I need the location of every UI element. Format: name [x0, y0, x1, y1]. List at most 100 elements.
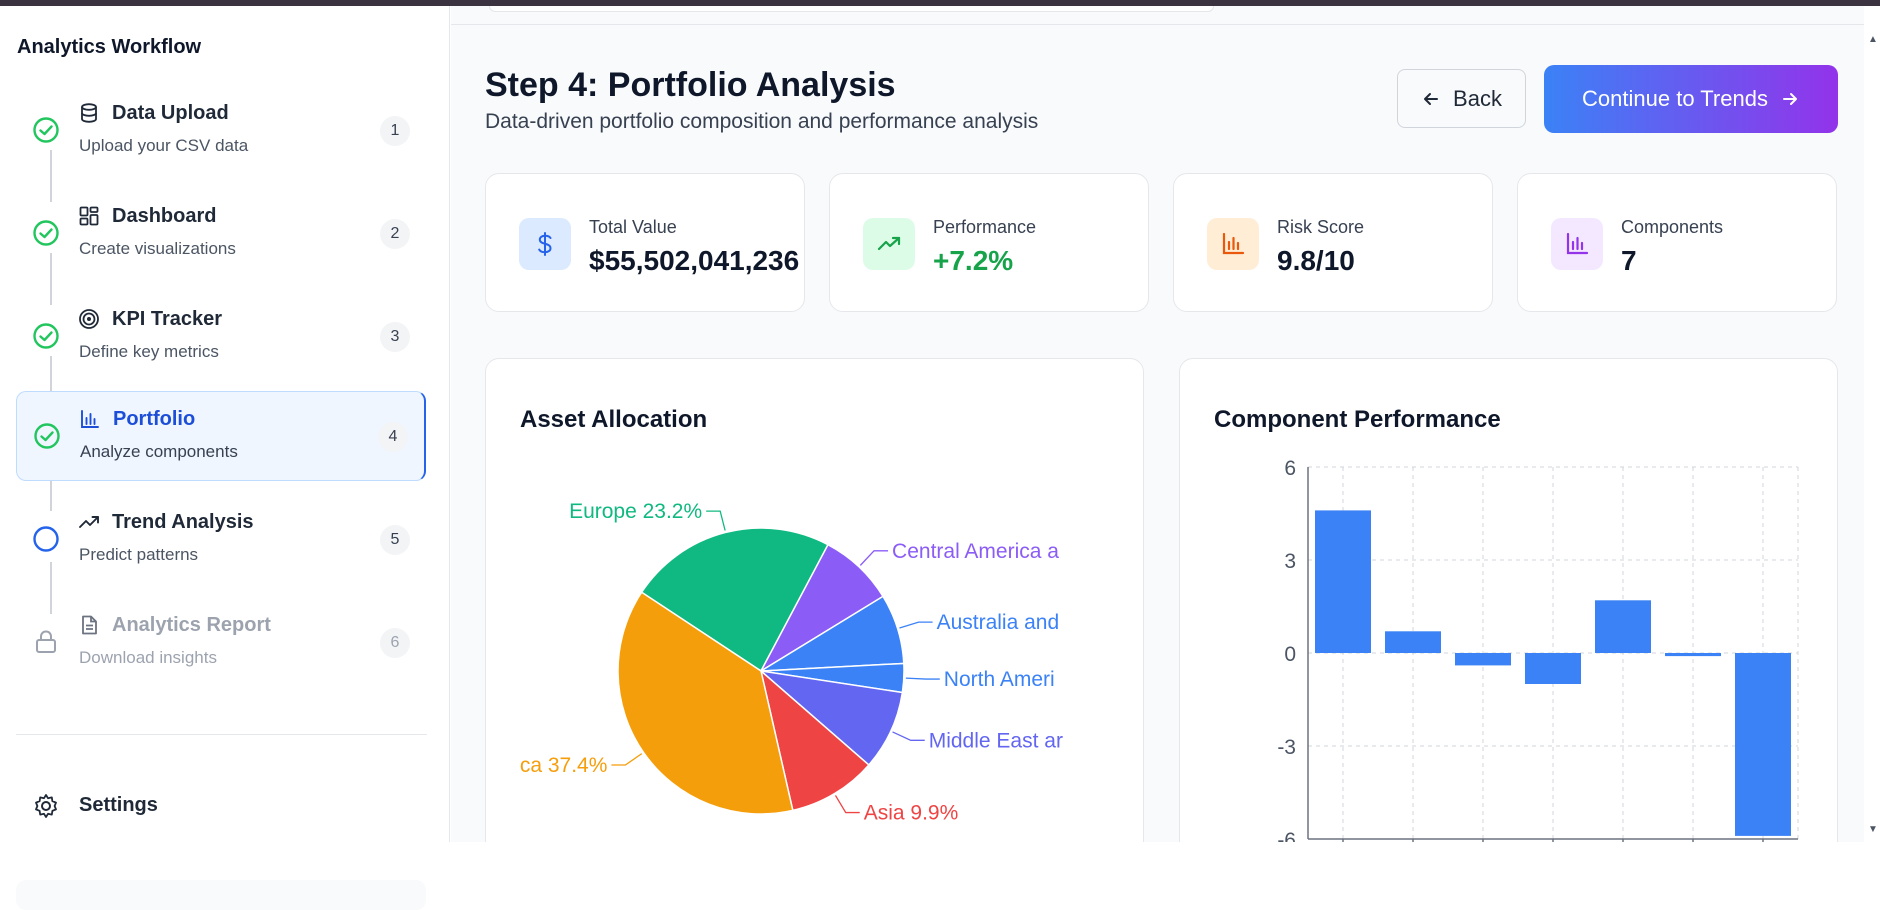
window-top-bar — [0, 0, 1880, 6]
sidebar-item-portfolio[interactable]: Portfolio Analyze components 4 — [16, 391, 426, 481]
y-tick-label: -6 — [1277, 829, 1296, 842]
y-tick-label: 0 — [1284, 643, 1296, 666]
step-name: Data Upload — [112, 102, 229, 124]
step-connector — [50, 150, 52, 202]
pie-label-leader — [859, 550, 889, 566]
below-viewport-area — [0, 842, 1880, 910]
bar[interactable] — [1385, 631, 1441, 653]
vertical-scrollbar[interactable]: ▲ ▼ — [1864, 6, 1880, 842]
step-number-badge: 1 — [380, 116, 410, 146]
back-button[interactable]: Back — [1397, 69, 1526, 128]
check-circle-icon — [34, 423, 60, 449]
main-content: Step 4: Portfolio Analysis Data-driven p… — [451, 6, 1880, 842]
header-divider — [451, 24, 1880, 25]
pie-slice-label: Australia and — [937, 611, 1060, 634]
step-description: Upload your CSV data — [79, 136, 249, 155]
bar[interactable] — [1455, 653, 1511, 666]
lock-icon — [36, 630, 56, 653]
continue-to-trends-button[interactable]: Continue to Trends — [1544, 65, 1838, 133]
settings-link[interactable]: Settings — [16, 784, 426, 828]
document-icon — [82, 615, 97, 635]
bar[interactable] — [1315, 510, 1371, 653]
kpi-icon-box — [519, 218, 571, 270]
bar[interactable] — [1665, 653, 1721, 657]
page-subtitle: Data-driven portfolio composition and pe… — [485, 110, 1039, 133]
workflow-sidebar: Analytics Workflow Data Upload Upload yo… — [0, 6, 450, 842]
component-performance-card: Component Performance 6 3 0 -3 -6 — [1179, 358, 1838, 842]
kpi-label: Risk Score — [1277, 217, 1365, 237]
pie-slice[interactable] — [758, 669, 904, 766]
check-circle-icon — [33, 323, 59, 349]
sidebar-item-data-upload[interactable]: Data Upload Upload your CSV data 1 — [16, 86, 426, 176]
y-tick-label: 3 — [1284, 550, 1296, 573]
pie-slice-label: an Africa 37.4% — [486, 754, 607, 777]
kpi-icon-box — [1551, 218, 1603, 270]
bar-chart-icon — [1222, 232, 1245, 255]
pie-label-leader — [611, 753, 643, 766]
step-number-badge: 6 — [380, 628, 410, 658]
step-name: Portfolio — [113, 408, 196, 430]
step-connector — [50, 356, 52, 408]
pie-slice-label: Middle East ar — [929, 729, 1063, 752]
step-name: Dashboard — [112, 205, 217, 227]
continue-label: Continue to Trends — [1582, 86, 1768, 111]
step-connector — [50, 459, 52, 511]
gear-icon — [35, 794, 57, 818]
step-number-badge: 5 — [380, 525, 410, 555]
pie-slice[interactable] — [640, 527, 830, 673]
step-number-badge: 3 — [380, 322, 410, 352]
scroll-up-arrow[interactable]: ▲ — [1868, 34, 1878, 45]
check-circle-icon — [33, 220, 59, 246]
sidebar-footer-card — [16, 880, 426, 910]
sidebar-item-kpi-tracker[interactable]: KPI Tracker Define key metrics 3 — [16, 292, 426, 382]
bar[interactable] — [1525, 653, 1581, 684]
chart-title: Asset Allocation — [520, 406, 708, 433]
asset-allocation-pie-chart: Europe 23.2% Central America a Australia a… — [486, 500, 1063, 825]
sidebar-item-analytics-report[interactable]: Analytics Report Download insights 6 — [16, 598, 426, 688]
kpi-value: 7 — [1621, 245, 1637, 276]
trending-up-icon — [877, 236, 901, 251]
step-number-badge: 4 — [378, 422, 408, 452]
kpi-card-risk-score: Risk Score 9.8/10 — [1173, 173, 1493, 312]
pie-slice-label: Asia 9.9% — [864, 802, 959, 825]
step-number-badge: 2 — [380, 219, 410, 249]
pie-slice-label: Central America a — [892, 540, 1059, 563]
pending-circle-icon — [33, 526, 59, 552]
sidebar-title: Analytics Workflow — [17, 36, 202, 58]
sidebar-item-trend-analysis[interactable]: Trend Analysis Predict patterns 5 — [16, 495, 426, 585]
top-input[interactable] — [489, 6, 1214, 12]
kpi-icon-box — [1207, 218, 1259, 270]
pie-label-leader — [899, 621, 933, 629]
bar[interactable] — [1595, 600, 1651, 653]
bar[interactable] — [1735, 653, 1791, 836]
pie-slice-label: Europe 23.2% — [569, 500, 702, 523]
step-description: Predict patterns — [79, 545, 199, 564]
arrow-right-icon — [1782, 93, 1797, 105]
arrow-left-icon — [1424, 92, 1439, 105]
step-name: Analytics Report — [112, 614, 271, 636]
bar-chart-icon — [1566, 232, 1589, 255]
kpi-label: Total Value — [589, 217, 677, 237]
sidebar-item-dashboard[interactable]: Dashboard Create visualizations 2 — [16, 189, 426, 279]
pie-slice[interactable] — [759, 668, 870, 812]
kpi-card-total-value: Total Value $55,502,041,236 — [485, 173, 805, 312]
step-description: Define key metrics — [79, 342, 219, 361]
kpi-label: Components — [1621, 217, 1724, 237]
kpi-card-components: Components 7 — [1517, 173, 1837, 312]
scroll-down-arrow[interactable]: ▼ — [1868, 824, 1878, 835]
check-circle-icon — [33, 117, 59, 143]
kpi-value: 9.8/10 — [1277, 245, 1355, 276]
back-label: Back — [1453, 85, 1502, 111]
kpi-label: Performance — [933, 217, 1037, 237]
pie-slice-label: North Ameri — [944, 668, 1055, 691]
kpi-value: +7.2% — [933, 245, 1014, 276]
step-connector — [50, 253, 52, 305]
pie-label-leader — [834, 795, 860, 814]
pie-slice[interactable] — [617, 591, 794, 815]
trend-icon — [79, 516, 99, 528]
pie-label-leader — [706, 510, 726, 531]
kpi-icon-box — [863, 218, 915, 270]
chart-title: Component Performance — [1214, 406, 1501, 433]
step-description: Download insights — [79, 648, 217, 667]
step-name: KPI Tracker — [112, 308, 223, 330]
